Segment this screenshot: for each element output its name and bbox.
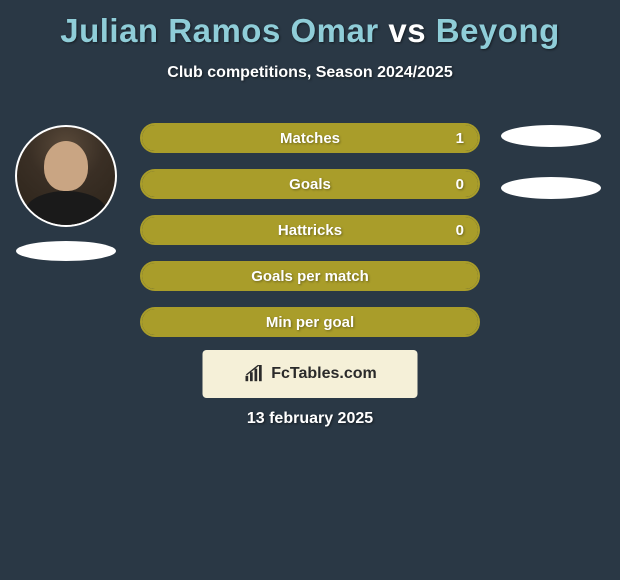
vs-text: vs [388, 12, 426, 49]
stat-label: Hattricks [278, 222, 342, 239]
player1-avatar [15, 125, 117, 227]
stat-label: Goals per match [251, 268, 369, 285]
comparison-title: Julian Ramos Omar vs Beyong [0, 0, 620, 50]
player2-name: Beyong [436, 12, 560, 49]
stat-label: Matches [280, 130, 340, 147]
player1-column [8, 125, 123, 261]
attribution-text: FcTables.com [271, 365, 377, 383]
stat-bar: Goals per match [140, 261, 480, 291]
attribution-badge: FcTables.com [203, 350, 418, 398]
stat-value: 1 [456, 130, 464, 147]
player2-pill-2 [501, 177, 601, 199]
stat-label: Goals [289, 176, 331, 193]
date-text: 13 february 2025 [0, 410, 620, 428]
stat-bar: Matches 1 [140, 123, 480, 153]
stats-bars: Matches 1 Goals 0 Hattricks 0 Goals per match M… [140, 123, 480, 353]
player2-pill-1 [501, 125, 601, 147]
stat-label: Min per goal [266, 314, 354, 331]
subtitle: Club competitions, Season 2024/2025 [0, 64, 620, 82]
stat-bar: Min per goal [140, 307, 480, 337]
stat-bar: Goals 0 [140, 169, 480, 199]
stat-value: 0 [456, 222, 464, 239]
player1-name-pill [16, 241, 116, 261]
stat-bar: Hattricks 0 [140, 215, 480, 245]
player2-column [493, 125, 608, 229]
chart-icon [243, 365, 265, 383]
player1-name: Julian Ramos Omar [60, 12, 378, 49]
stat-value: 0 [456, 176, 464, 193]
